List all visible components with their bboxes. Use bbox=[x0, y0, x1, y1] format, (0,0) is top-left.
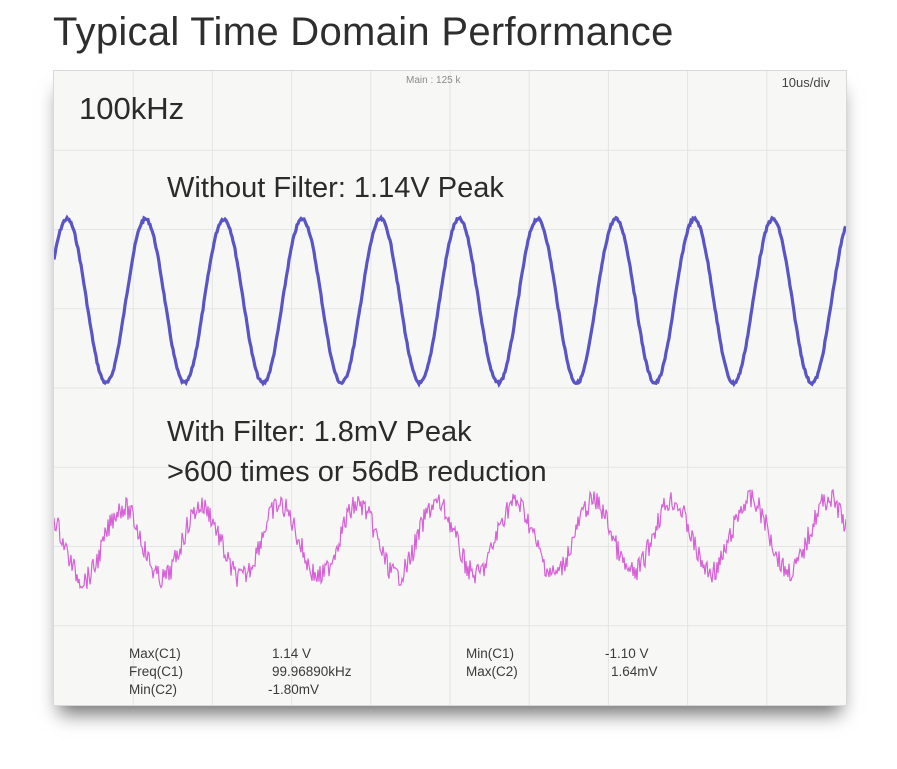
max-c1-value: 1.14 V bbox=[272, 646, 312, 661]
max-c1-label: Max(C1) bbox=[129, 646, 181, 661]
min-c1-label: Min(C1) bbox=[466, 646, 515, 661]
freq-c1-value: 99.96890kHz bbox=[272, 664, 352, 679]
min-c2-value: -1.80mV bbox=[268, 682, 320, 697]
trace-c1-without-filter bbox=[54, 214, 846, 389]
scope-plot bbox=[54, 71, 846, 705]
without-filter-annotation: Without Filter: 1.14V Peak bbox=[167, 172, 504, 204]
trace-c2-with-filter bbox=[54, 488, 846, 590]
main-label: Main : 125 k bbox=[406, 75, 461, 86]
min-c1-value: -1.10 V bbox=[605, 646, 649, 661]
timebase-label: 10us/div bbox=[781, 75, 830, 90]
max-c2-label: Max(C2) bbox=[466, 664, 518, 679]
freq-c1-label: Freq(C1) bbox=[129, 664, 184, 679]
page-title: Typical Time Domain Performance bbox=[53, 10, 674, 54]
reduction-annotation: >600 times or 56dB reduction bbox=[167, 456, 547, 488]
min-c2-label: Min(C2) bbox=[129, 682, 178, 697]
max-c2-value: 1.64mV bbox=[611, 664, 658, 679]
grid bbox=[54, 71, 846, 705]
frequency-label: 100kHz bbox=[79, 91, 185, 126]
oscilloscope-display: 100kHz Main : 125 k 10us/div Without Fil… bbox=[53, 70, 847, 706]
with-filter-annotation: With Filter: 1.8mV Peak bbox=[167, 416, 472, 448]
traces bbox=[54, 214, 846, 590]
